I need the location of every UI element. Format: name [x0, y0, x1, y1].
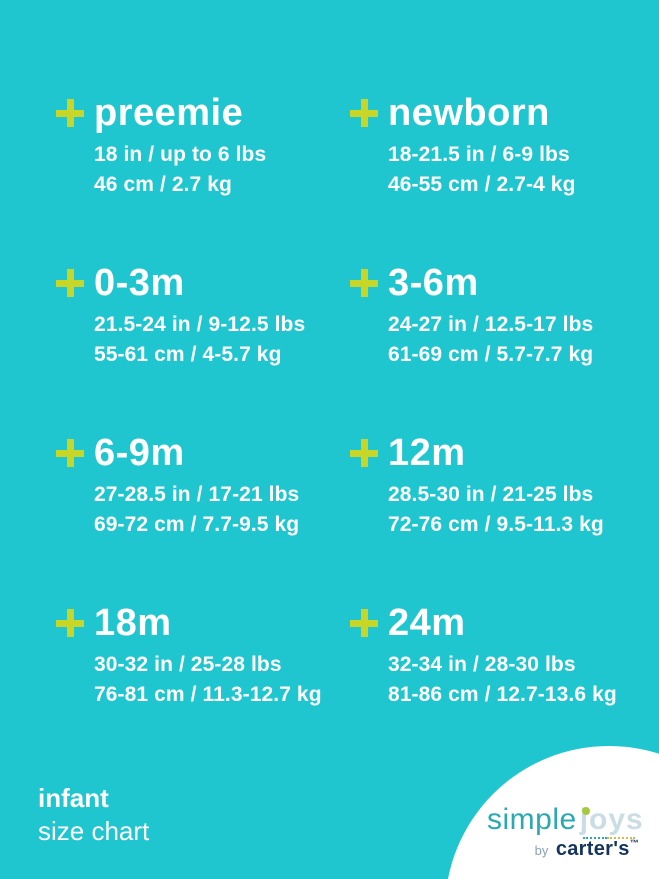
size-block-preemie: preemie 18 in / up to 6 lbs 46 cm / 2.7 …	[56, 92, 350, 262]
brand-logo: simple joys by carter's™	[487, 803, 647, 861]
plus-icon	[56, 439, 84, 467]
size-imperial: 18 in / up to 6 lbs	[94, 143, 267, 166]
size-metric: 72-76 cm / 9.5-11.3 kg	[388, 513, 604, 536]
size-specs: 27-28.5 in / 17-21 lbs 69-72 cm / 7.7-9.…	[94, 480, 350, 540]
logo-carters-word: carter's	[555, 838, 630, 860]
logo-dots-teal	[582, 834, 607, 839]
logo-joys-word: joys	[579, 803, 644, 836]
size-metric: 46 cm / 2.7 kg	[94, 173, 232, 196]
size-label: 24m	[388, 602, 466, 644]
size-specs: 28.5-30 in / 21-25 lbs 72-76 cm / 9.5-11…	[388, 480, 644, 540]
size-header: 6-9m	[56, 432, 350, 474]
size-header: newborn	[350, 92, 644, 134]
size-label: 12m	[388, 432, 466, 474]
plus-icon	[350, 269, 378, 297]
logo-dots-yellow	[606, 834, 635, 839]
size-label: 6-9m	[94, 432, 185, 474]
size-imperial: 24-27 in / 12.5-17 lbs	[388, 313, 594, 336]
size-imperial: 30-32 in / 25-28 lbs	[94, 653, 282, 676]
size-metric: 61-69 cm / 5.7-7.7 kg	[388, 343, 594, 366]
plus-icon	[350, 439, 378, 467]
logo-dotted-underline	[582, 834, 635, 839]
size-label: 3-6m	[388, 262, 479, 304]
size-metric: 69-72 cm / 7.7-9.5 kg	[94, 513, 300, 536]
size-label: preemie	[94, 92, 244, 134]
size-imperial: 28.5-30 in / 21-25 lbs	[388, 483, 594, 506]
size-block-24m: 24m 32-34 in / 28-30 lbs 81-86 cm / 12.7…	[350, 602, 644, 772]
size-chart-grid: preemie 18 in / up to 6 lbs 46 cm / 2.7 …	[56, 92, 644, 772]
plus-icon	[350, 99, 378, 127]
trademark-symbol: ™	[629, 838, 639, 848]
logo-carters-text: carter's™	[556, 838, 639, 860]
size-imperial: 27-28.5 in / 17-21 lbs	[94, 483, 300, 506]
size-metric: 76-81 cm / 11.3-12.7 kg	[94, 683, 322, 706]
size-imperial: 18-21.5 in / 6-9 lbs	[388, 143, 570, 166]
logo-j-dot-icon	[581, 807, 590, 815]
size-header: 24m	[350, 602, 644, 644]
logo-simple-text: simple	[487, 803, 577, 836]
plus-icon	[56, 609, 84, 637]
size-label: 0-3m	[94, 262, 185, 304]
size-header: 18m	[56, 602, 350, 644]
size-header: 12m	[350, 432, 644, 474]
size-metric: 46-55 cm / 2.7-4 kg	[388, 173, 576, 196]
logo-joys-text: joys	[579, 803, 644, 839]
logo-by-text: by	[534, 843, 549, 858]
size-specs: 18 in / up to 6 lbs 46 cm / 2.7 kg	[94, 140, 350, 200]
size-imperial: 32-34 in / 28-30 lbs	[388, 653, 576, 676]
size-block-0-3m: 0-3m 21.5-24 in / 9-12.5 lbs 55-61 cm / …	[56, 262, 350, 432]
size-metric: 55-61 cm / 4-5.7 kg	[94, 343, 282, 366]
size-label: 18m	[94, 602, 172, 644]
size-metric: 81-86 cm / 12.7-13.6 kg	[388, 683, 617, 706]
size-header: 0-3m	[56, 262, 350, 304]
size-imperial: 21.5-24 in / 9-12.5 lbs	[94, 313, 306, 336]
logo-wordmark: simple joys	[487, 803, 647, 839]
size-block-18m: 18m 30-32 in / 25-28 lbs 76-81 cm / 11.3…	[56, 602, 350, 772]
size-specs: 21.5-24 in / 9-12.5 lbs 55-61 cm / 4-5.7…	[94, 310, 350, 370]
size-specs: 32-34 in / 28-30 lbs 81-86 cm / 12.7-13.…	[388, 650, 644, 710]
plus-icon	[350, 609, 378, 637]
size-specs: 18-21.5 in / 6-9 lbs 46-55 cm / 2.7-4 kg	[388, 140, 644, 200]
size-header: preemie	[56, 92, 350, 134]
footer-subtitle: size chart	[38, 816, 150, 846]
size-label: newborn	[388, 92, 550, 134]
logo-byline: by carter's™	[487, 838, 647, 861]
footer-title: infant	[38, 783, 109, 813]
size-block-newborn: newborn 18-21.5 in / 6-9 lbs 46-55 cm / …	[350, 92, 644, 262]
plus-icon	[56, 269, 84, 297]
size-header: 3-6m	[350, 262, 644, 304]
size-block-3-6m: 3-6m 24-27 in / 12.5-17 lbs 61-69 cm / 5…	[350, 262, 644, 432]
size-specs: 24-27 in / 12.5-17 lbs 61-69 cm / 5.7-7.…	[388, 310, 644, 370]
plus-icon	[56, 99, 84, 127]
chart-footer-label: infant size chart	[38, 782, 149, 848]
size-block-6-9m: 6-9m 27-28.5 in / 17-21 lbs 69-72 cm / 7…	[56, 432, 350, 602]
size-specs: 30-32 in / 25-28 lbs 76-81 cm / 11.3-12.…	[94, 650, 350, 710]
size-block-12m: 12m 28.5-30 in / 21-25 lbs 72-76 cm / 9.…	[350, 432, 644, 602]
